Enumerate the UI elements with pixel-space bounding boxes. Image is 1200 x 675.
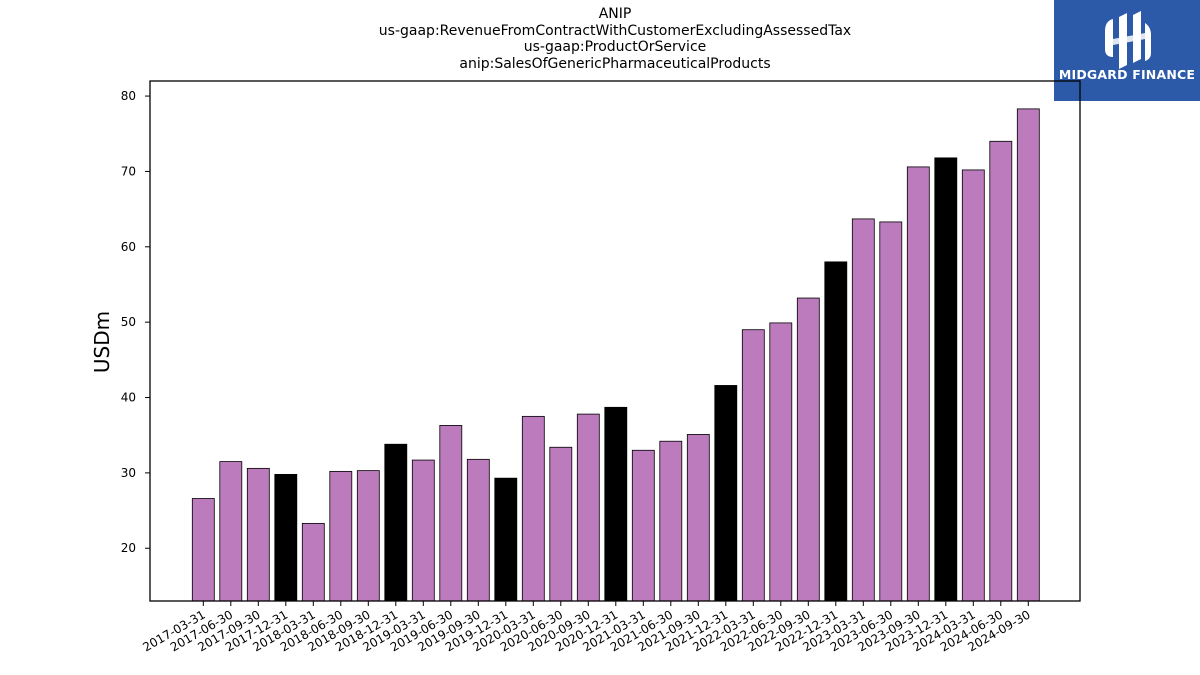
- bar-series: [191, 108, 1040, 602]
- bar-2020-09-30: [576, 413, 600, 602]
- bar-2021-03-31: [631, 449, 655, 602]
- title-line-axis: us-gaap:ProductOrService: [523, 39, 707, 55]
- y-tick-label-40: 40: [121, 391, 136, 405]
- bar-2024-09-30: [1016, 108, 1040, 602]
- bar-2021-09-30: [686, 434, 710, 602]
- midgard-finance-logo: MIDGARD FINANCE: [1054, 0, 1200, 101]
- y-tick-label-70: 70: [121, 164, 136, 178]
- bar-2018-03-31: [301, 522, 325, 602]
- bar-2024-03-31: [961, 169, 985, 602]
- bar-2020-06-30: [549, 446, 573, 602]
- bar-2019-09-30: [466, 458, 490, 602]
- bar-2019-03-31: [411, 459, 435, 602]
- x-axis: 2017-03-312017-06-302017-09-302017-12-31…: [140, 601, 1033, 654]
- bar-2017-06-30: [219, 461, 243, 602]
- bar-2017-09-30: [246, 467, 270, 602]
- title-line-concept: us-gaap:RevenueFromContractWithCustomerE…: [378, 22, 852, 39]
- bar-2019-12-31: [494, 477, 518, 602]
- bar-2023-09-30: [906, 166, 930, 602]
- bar-2022-12-31: [824, 261, 848, 602]
- title-line-ticker: ANIP: [598, 6, 632, 22]
- bar-2022-03-31: [741, 329, 765, 602]
- y-tick-label-50: 50: [121, 315, 136, 329]
- bar-2023-03-31: [851, 218, 875, 602]
- bar-2023-12-31: [934, 157, 958, 602]
- bar-2021-06-30: [659, 440, 683, 602]
- bar-2024-06-30: [989, 140, 1013, 602]
- bar-2017-12-31: [274, 473, 298, 602]
- bar-2022-06-30: [769, 322, 793, 602]
- bar-2018-06-30: [329, 470, 353, 602]
- y-axis-label: USDm: [90, 311, 114, 373]
- bar-2023-06-30: [879, 221, 903, 602]
- midgard-logo-mark-icon: [1105, 11, 1151, 69]
- bar-2022-09-30: [796, 297, 820, 602]
- bar-2020-03-31: [521, 415, 545, 602]
- y-tick-label-20: 20: [121, 541, 136, 555]
- chart-title: ANIP us-gaap:RevenueFromContractWithCust…: [150, 6, 1080, 72]
- y-tick-label-30: 30: [121, 466, 136, 480]
- y-tick-label-80: 80: [121, 89, 136, 103]
- logo-text: MIDGARD FINANCE: [1058, 67, 1196, 82]
- bar-2017-03-31: [191, 498, 215, 602]
- title-line-member: anip:SalesOfGenericPharmaceuticalProduct…: [459, 55, 771, 72]
- bar-2019-06-30: [439, 425, 463, 602]
- plot-frame: [149, 80, 1081, 602]
- y-tick-label-60: 60: [121, 240, 136, 254]
- bar-2021-12-31: [714, 385, 738, 602]
- bar-2020-12-31: [604, 406, 628, 602]
- bar-2018-12-31: [384, 443, 408, 602]
- y-axis: 20 30 40 50 60 70 80: [121, 89, 150, 555]
- bar-2018-09-30: [356, 470, 380, 602]
